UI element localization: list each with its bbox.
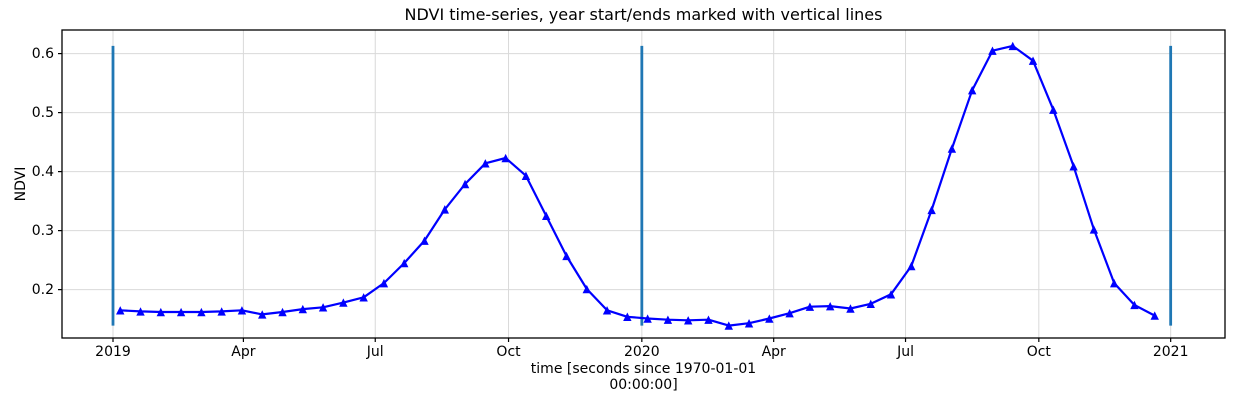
ndvi-data-marker (562, 251, 571, 261)
ndvi-data-marker (602, 306, 612, 315)
ndvi-data-marker (258, 310, 267, 319)
ndvi-data-marker (501, 153, 510, 163)
ndvi-data-marker (765, 314, 774, 323)
ndvi-data-marker (663, 315, 673, 324)
x-axis-label: time [seconds since 1970-01-01 00:00:00] (62, 361, 1225, 393)
ndvi-data-marker (846, 304, 855, 313)
ndvi-data-marker (481, 159, 490, 168)
y-tick-label: 0.3 (32, 223, 54, 239)
ndvi-data-marker (927, 205, 936, 215)
ndvi-data-marker (785, 309, 794, 318)
ndvi-data-marker (1069, 162, 1078, 171)
ndvi-data-marker (1028, 56, 1038, 65)
x-tick-label: 2020 (624, 344, 660, 360)
ndvi-data-marker (318, 303, 328, 312)
y-tick-label: 0.5 (32, 105, 54, 121)
x-tick-label: 2019 (95, 344, 131, 360)
ndvi-data-marker (825, 301, 835, 311)
x-axis-label-line1: time [seconds since 1970-01-01 (530, 361, 757, 377)
ndvi-data-marker (339, 298, 348, 307)
ndvi-data-marker (643, 314, 652, 323)
ndvi-data-marker (1008, 41, 1017, 51)
y-tick-label: 0.4 (32, 164, 54, 180)
x-axis-label-line2: 00:00:00] (609, 377, 678, 393)
ndvi-data-marker (967, 85, 977, 95)
x-tick-label: Apr (762, 344, 786, 360)
ndvi-data-marker (866, 299, 875, 308)
y-tick-label: 0.6 (32, 46, 54, 62)
ndvi-data-marker (440, 205, 449, 214)
ndvi-data-marker (744, 319, 754, 328)
ndvi-data-marker (1130, 300, 1139, 310)
ndvi-data-marker (379, 278, 389, 288)
x-tick-label: Oct (1027, 344, 1052, 360)
ndvi-data-marker (683, 316, 693, 325)
ndvi-data-marker (1049, 105, 1058, 114)
ndvi-data-marker (947, 144, 957, 153)
ndvi-data-marker (724, 321, 733, 330)
ndvi-data-marker (237, 306, 247, 315)
y-tick-label: 0.2 (32, 282, 54, 298)
ndvi-data-marker (460, 179, 470, 189)
ndvi-data-marker (886, 290, 896, 299)
chart-title: NDVI time-series, year start/ends marked… (404, 5, 883, 24)
ndvi-data-marker (582, 284, 591, 294)
ndvi-data-marker (1089, 225, 1099, 234)
ndvi-data-marker (1150, 311, 1159, 320)
x-tick-label: Jul (366, 344, 384, 360)
x-tick-label: Jul (896, 344, 914, 360)
ndvi-data-marker (217, 307, 226, 316)
ndvi-data-marker (542, 211, 551, 221)
x-tick-label: Oct (496, 344, 521, 360)
ndvi-data-marker (521, 171, 531, 180)
x-tick-label: 2021 (1153, 344, 1189, 360)
y-axis-label: NDVI (13, 166, 29, 202)
ndvi-data-marker (420, 236, 429, 245)
plot-border (61, 29, 1226, 339)
x-tick-label: Apr (231, 344, 255, 360)
ndvi-series-line (119, 44, 1156, 327)
ndvi-data-marker (988, 46, 997, 55)
ndvi-data-marker (176, 307, 186, 317)
ndvi-data-marker (298, 304, 308, 314)
ndvi-data-marker (116, 306, 125, 315)
ndvi-data-marker (278, 307, 287, 317)
ndvi-data-marker (359, 293, 368, 302)
ndvi-data-marker (1109, 278, 1119, 288)
ndvi-data-marker (805, 302, 815, 311)
ndvi-data-marker (623, 312, 632, 321)
ndvi-data-marker (156, 307, 166, 317)
ndvi-data-marker (136, 307, 145, 316)
ndvi-data-marker (907, 261, 916, 271)
ndvi-data-marker (400, 258, 409, 268)
ndvi-data-marker (704, 315, 713, 324)
ndvi-data-marker (197, 307, 206, 317)
